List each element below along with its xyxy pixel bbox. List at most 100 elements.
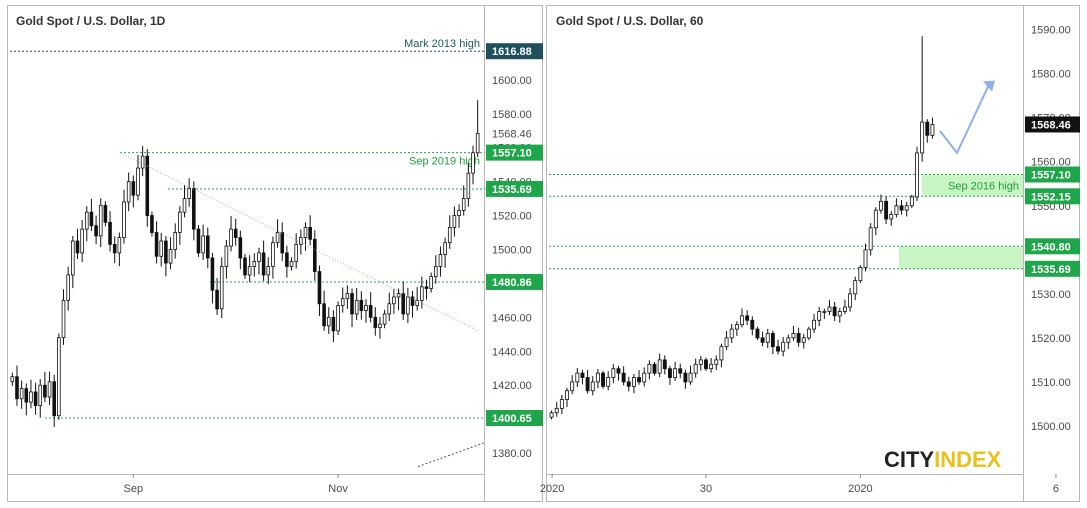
left-candle-body [392, 296, 396, 305]
left-panel-frame [7, 5, 543, 502]
left-candle-body [345, 293, 350, 300]
city-index-logo: CITYINDEX [884, 447, 1002, 472]
right-candle-body [678, 368, 683, 374]
left-candle-body [303, 227, 308, 239]
left-candle-body [103, 204, 108, 223]
left-candle-body [187, 188, 191, 199]
right-price-badge [1025, 260, 1080, 277]
left-candle-body [57, 337, 61, 417]
right-candle-body [889, 214, 894, 220]
right-candle-body [565, 390, 569, 400]
left-y-tick-label: 1520.00 [492, 211, 532, 223]
right-candle-body [884, 200, 889, 220]
right-candle-body [704, 359, 708, 370]
left-candle-body [154, 232, 159, 257]
left-candle-body [415, 299, 419, 306]
left-candle-body [201, 235, 205, 254]
left-candle-body [433, 266, 438, 278]
left-candle-body [471, 152, 475, 174]
left-candle-body [192, 188, 196, 230]
left-candle-body [452, 215, 457, 228]
left-candle-body [336, 305, 340, 332]
left-annotation: Sep 2019 high [409, 156, 480, 168]
right-candle-body [776, 346, 780, 352]
left-candle-body [24, 388, 29, 403]
left-candle-body [233, 228, 238, 239]
left-candle-body [61, 299, 66, 339]
left-candle-body [322, 303, 326, 327]
left-candle-body [354, 299, 359, 315]
right-candle-body [842, 306, 847, 312]
left-candle-body [243, 257, 247, 276]
left-candle-body [475, 132, 480, 154]
left-candle-body [112, 243, 117, 254]
right-candle-body [729, 328, 734, 339]
left-candle-body [364, 305, 368, 311]
right-candle-body [796, 333, 801, 343]
right-candle-body [822, 311, 827, 313]
left-candle-body [117, 237, 122, 254]
left-candle-body [461, 198, 466, 211]
right-candle-body [745, 315, 750, 321]
left-candle-body [89, 211, 94, 227]
right-candle-body [904, 205, 909, 211]
left-extension-line [417, 442, 485, 468]
left-candle-body [280, 232, 285, 254]
right-chart-title: Gold Spot / U.S. Dollar, 60 [556, 14, 704, 28]
right-candle-body [817, 311, 822, 321]
right-candle-body [755, 328, 760, 339]
right-candle-body [837, 311, 842, 317]
right-candle-body [765, 333, 770, 343]
left-price-badge [486, 144, 543, 161]
left-y-tick-label: 1460.00 [492, 312, 532, 324]
right-candle-body [647, 363, 652, 374]
left-candle-body [80, 228, 84, 254]
left-candle-body [275, 232, 280, 244]
left-candle-body [373, 316, 378, 328]
left-annotation: Mark 2013 high [404, 38, 480, 50]
right-candle-body [554, 407, 559, 414]
left-candle-body [261, 252, 266, 276]
right-candle-body [595, 372, 600, 383]
left-price-label: 1568.46 [492, 128, 532, 140]
left-candle-body [178, 211, 182, 233]
left-candle-body [457, 210, 461, 216]
left-candle-body [238, 237, 243, 259]
left-candle-body [299, 237, 303, 245]
right-candle-body [637, 377, 642, 383]
left-price-badge-label: 1535.69 [492, 184, 532, 196]
right-candle-body [590, 381, 595, 392]
right-candle-body [611, 368, 616, 378]
right-candle-body [616, 368, 621, 374]
left-candle-body [140, 155, 145, 169]
left-candle-body [410, 296, 415, 306]
right-price-badge-label: 1540.80 [1031, 241, 1071, 253]
right-chart-layer: 1500.001510.001520.001530.001540.001550.… [549, 25, 1080, 495]
left-candle-body [19, 388, 24, 400]
left-candle-body [47, 381, 52, 398]
right-x-tick-label: 2020 [848, 483, 872, 495]
right-candle-body [781, 341, 786, 352]
right-candle-body [740, 315, 744, 326]
right-candle-body [673, 368, 678, 378]
left-candle-body [43, 384, 47, 398]
left-candle-body [406, 296, 410, 315]
right-candle-body [626, 381, 631, 387]
left-candle-body [136, 167, 140, 196]
right-price-badge [1025, 166, 1080, 183]
right-candle-body [868, 227, 873, 251]
right-candle-body [575, 372, 580, 383]
left-candle-body [98, 204, 103, 237]
left-candle-body [350, 293, 354, 315]
right-candle-body [559, 399, 564, 409]
right-candle-body [709, 363, 714, 370]
left-price-badge-label: 1616.88 [492, 46, 532, 58]
logo-city: CITY [884, 447, 934, 472]
right-candle-body [879, 200, 883, 211]
left-candle-body [266, 266, 271, 276]
left-candle-body [52, 381, 57, 417]
left-candle-body [182, 198, 187, 213]
logo-index: INDEX [934, 447, 1002, 472]
left-candle-body [164, 240, 168, 264]
right-candle-body [631, 377, 636, 387]
